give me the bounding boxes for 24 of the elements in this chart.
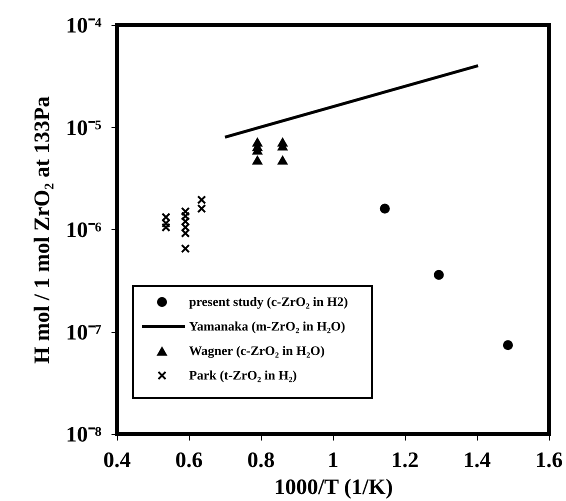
legend-label: Yamanaka (m-ZrO₂ in H₂O) (189, 318, 346, 334)
x-tick-label: 0.8 (247, 447, 275, 472)
x-tick-label: 1.4 (463, 447, 491, 472)
legend-label: present study (c-ZrO₂ in H2) (189, 294, 348, 309)
x-tick-label: 0.6 (175, 447, 203, 472)
y-tick-label: 10⁻⁶ (66, 217, 102, 242)
legend-label: Park (t-ZrO₂ in H₂) (189, 368, 297, 382)
y-tick-label: 10⁻⁴ (66, 12, 102, 38)
point (252, 155, 263, 165)
point (180, 244, 190, 254)
legend-label: Wagner (c-ZrO₂ in H₂O) (189, 343, 325, 358)
point (502, 340, 513, 350)
y-tick-label: 10⁻⁸ (66, 422, 102, 446)
x-tick-label: 0.4 (103, 447, 131, 472)
x-tick-label: 1 (328, 447, 338, 472)
y-axis-title: H mol / 1 mol ZrO₂ at 133Pa (28, 96, 54, 364)
x-tick-label: 1.2 (391, 447, 419, 472)
point (277, 155, 288, 165)
y-tick-label: 10⁻⁷ (66, 319, 102, 344)
x-tick-label: 1.6 (535, 447, 563, 472)
x-axis-title: 1000/T (1/K) (274, 474, 393, 499)
point (434, 270, 444, 280)
point (380, 204, 390, 214)
y-tick-label: 10⁻⁵ (66, 114, 102, 140)
